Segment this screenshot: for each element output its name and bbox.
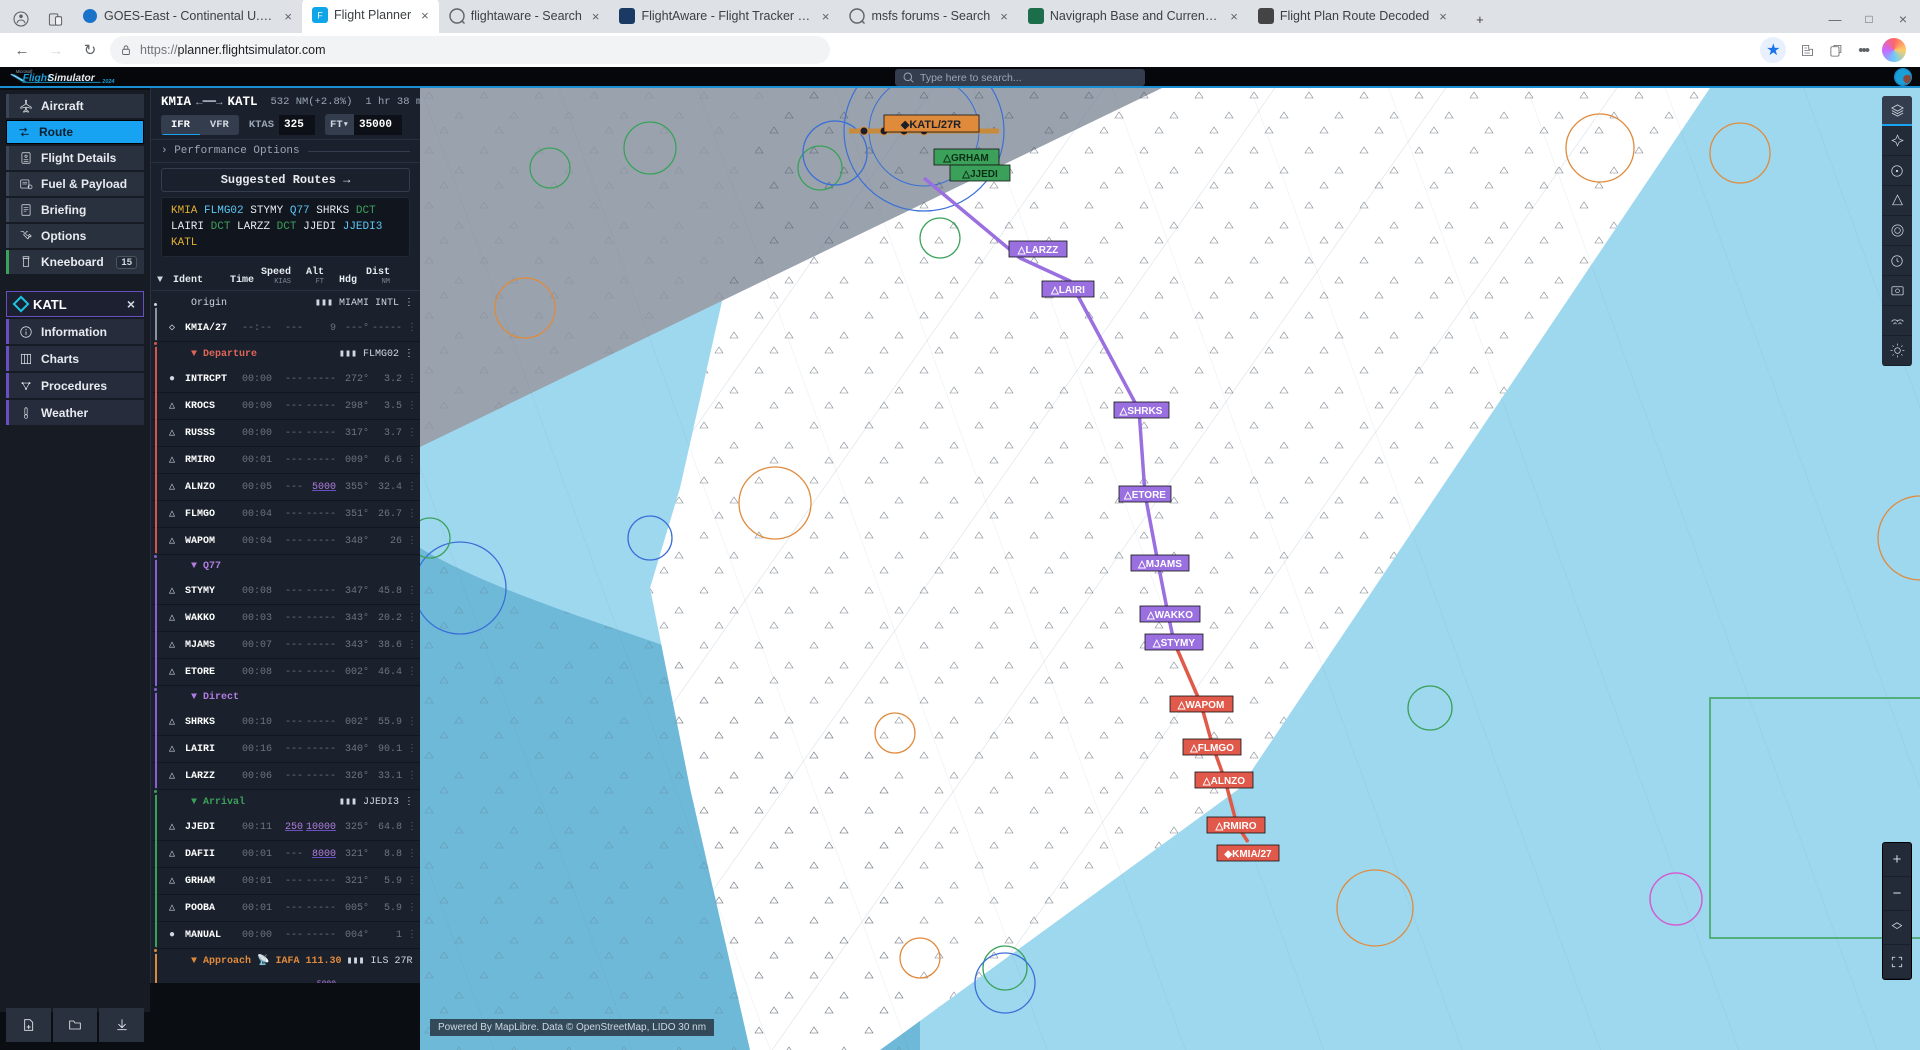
svg-text:△RMIRO: △RMIRO xyxy=(1214,821,1256,832)
svg-text:△WAPOM: △WAPOM xyxy=(1177,700,1225,711)
svg-text:△ALNZO: △ALNZO xyxy=(1202,776,1245,787)
svg-text:◆KMIA/27: ◆KMIA/27 xyxy=(1223,849,1272,860)
svg-text:△FLMGO: △FLMGO xyxy=(1189,743,1234,754)
svg-text:△LAIRI: △LAIRI xyxy=(1050,285,1085,296)
svg-text:△STYMY: △STYMY xyxy=(1152,638,1195,649)
svg-text:△GRHAM: △GRHAM xyxy=(942,153,988,164)
svg-text:△ETORE: △ETORE xyxy=(1123,490,1166,501)
svg-text:◆KATL/27R: ◆KATL/27R xyxy=(900,119,961,131)
svg-text:△WAKKO: △WAKKO xyxy=(1146,610,1193,621)
svg-text:△LARZZ: △LARZZ xyxy=(1017,245,1058,256)
svg-text:2024: 2024 xyxy=(101,79,114,85)
svg-text:△MJAMS: △MJAMS xyxy=(1137,559,1182,570)
svg-text:△SHRKS: △SHRKS xyxy=(1119,406,1163,417)
svg-text:△JJEDI: △JJEDI xyxy=(961,169,998,180)
svg-text:F: F xyxy=(317,11,323,21)
